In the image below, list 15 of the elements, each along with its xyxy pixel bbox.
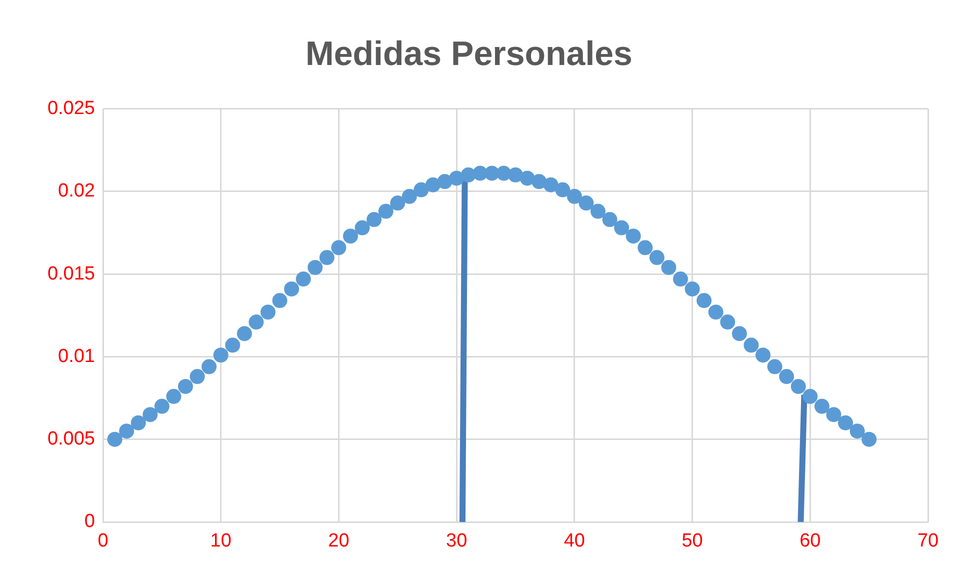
x-tick-label: 70 [917, 530, 939, 552]
y-tick-label: 0.005 [47, 428, 95, 450]
chart-title: Medidas Personales [306, 34, 632, 73]
y-tick-label: 0.02 [58, 180, 95, 202]
x-tick-label: 60 [800, 530, 821, 552]
x-tick-label: 50 [682, 530, 703, 552]
y-tick-label: 0 [84, 511, 95, 532]
y-tick-label: 0.01 [58, 346, 95, 367]
x-tick-label: 0 [98, 530, 108, 552]
y-tick-label: 0.025 [47, 98, 95, 120]
y-tick-label: 0.015 [47, 263, 95, 284]
x-tick-label: 30 [446, 530, 468, 552]
x-tick-label: 40 [564, 530, 585, 552]
x-tick-label: 10 [210, 530, 232, 552]
x-tick-label: 20 [328, 530, 350, 552]
